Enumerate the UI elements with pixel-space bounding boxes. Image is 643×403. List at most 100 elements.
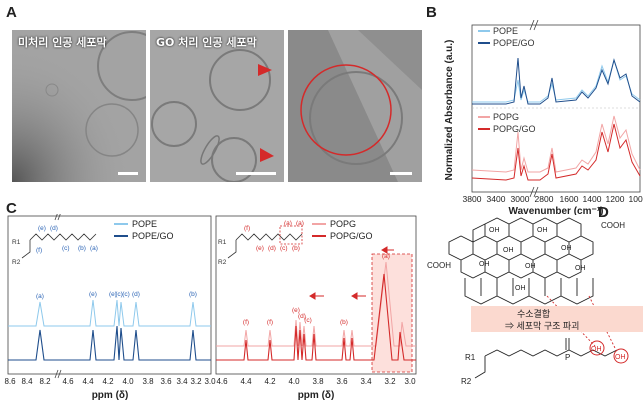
peak-label: (d) [132,291,140,298]
r2-label: R2 [461,377,472,386]
peak-label: (b) [189,291,197,298]
r1-label: R1 [465,353,476,362]
peak-label: (e) [292,307,300,314]
x-tick: 2800 [535,194,554,204]
band-text-1: 수소결합 [517,309,550,319]
x-tick: 3800 [463,194,482,204]
x-tick: 3.0 [404,377,416,386]
x-tick: 3400 [487,194,506,204]
x-tick: 1600 [560,194,579,204]
lipid-molecule [474,338,618,379]
em-label-untreated: 미처리 인공 세포막 [18,36,107,49]
arrowhead-marker [258,64,272,76]
panel-letter-b: B [426,4,437,21]
spectrum-pope [472,58,641,103]
peak-label: (c) [115,291,123,298]
x-tick: 4.4 [82,377,94,386]
x-tick: 8.4 [21,377,33,386]
x-tick: 1400 [583,194,602,204]
peak-label: (e) [89,291,97,298]
em-go-vesicles [151,49,274,182]
x-tick: 3.6 [336,377,348,386]
spectrum-popg-go [471,123,641,181]
highlight-circle [300,64,392,156]
shift-arrow-icon [309,246,394,300]
x-tick: 3.0 [204,377,216,386]
x-tick: 3000 [511,194,530,204]
annotation-band [471,306,643,332]
scale-bar [390,172,412,175]
pg-struct-label: (a) [296,220,304,227]
oh-mol-label: OH [615,354,626,361]
x-tick: 4.2 [102,377,114,386]
pe-struct-label: R2 [12,259,21,266]
pg-struct-label: (a) [284,220,292,227]
x-tick: 4.6 [216,377,228,386]
oh-label: OH [489,227,500,234]
go-schematic: COOH COOH OH OH OH OH OH OH OH OH 수소결합 ⇒… [427,217,643,386]
x-tick: 3.8 [312,377,324,386]
x-tick: 3.4 [360,377,372,386]
oh-label: OH [525,263,536,270]
peak-label: (c) [304,317,312,324]
peak-label: (f) [243,319,249,326]
legend-popg-go: POPG/GO [493,124,536,134]
pe-struct-label: (d) [50,225,58,232]
nmr-popg [216,261,416,347]
peak-label: (f) [267,319,273,326]
legend-popg-go-c: POPG/GO [330,231,373,241]
oh-label: OH [503,247,514,254]
x-tick: 8.2 [39,377,51,386]
panel-letter-d: D [598,204,609,221]
x-tick: 1000 [629,194,643,204]
panel-letter-c: C [6,200,17,217]
em-go-zoom-flake [288,30,422,182]
ftir-chart: POPE POPE/GO POPG POPG/GO 3800 3400 3000… [444,20,643,215]
x-tick: 4.2 [264,377,276,386]
peak-label: (e) [109,291,117,298]
scale-bar [236,172,276,175]
x-tick: 4.6 [62,377,74,386]
pg-struct-label: (c) [280,245,288,252]
legend-pope-c: POPE [132,219,157,229]
pg-struct-label: (e) [256,245,264,252]
panel-letter-a: A [6,4,17,21]
em-untreated-vesicles [12,30,146,182]
x-tick: 3.8 [142,377,154,386]
peak-label: (d) [298,313,306,320]
legend-popg-c: POPG [330,219,356,229]
pg-structure [227,225,303,259]
oh-label: OH [537,227,548,234]
x-tick: 4.0 [122,377,134,386]
nmr-pope-go [8,325,211,361]
spectrum-popg [471,115,641,173]
oh-label: OH [575,265,586,272]
pg-struct-label: R2 [218,259,227,266]
x-tick: 3.2 [384,377,396,386]
y-axis-label: Normalized Absorbance (a.u.) [444,40,455,181]
axis-break-icon [529,20,539,198]
x-tick: 4.0 [288,377,300,386]
axis-break-icon [54,214,62,379]
scale-bar [118,172,138,175]
x-tick: 3.4 [176,377,188,386]
pope-structure [21,233,97,259]
oh-highlight-circle [613,348,629,364]
pe-struct-label: (c) [62,245,70,252]
band-text-2: ⇒ 세포막 구조 파괴 [505,321,579,331]
nmr-popg-go [216,273,416,361]
x-axis-label-right: ppm (δ) [298,390,335,401]
nmr-chart: R1 R2 (e) (d) (f) (c) (b) (a) POPE POPE/… [4,214,417,401]
oh-label: OH [561,245,572,252]
oh-label: OH [479,261,490,268]
nmr-pope [8,299,211,327]
highlight-box [371,253,413,373]
em-image-go: GO 처리 인공 세포막 [150,30,284,182]
pe-struct-label: (e) [38,225,46,232]
pg-struct-label: R1 [218,239,227,246]
pg-struct-label: (f) [244,225,250,232]
legend-pope-go-c: POPE/GO [132,231,174,241]
peak-label: (c) [122,291,130,298]
pe-struct-label: (f) [36,247,42,254]
pg-struct-label: (d) [268,245,276,252]
